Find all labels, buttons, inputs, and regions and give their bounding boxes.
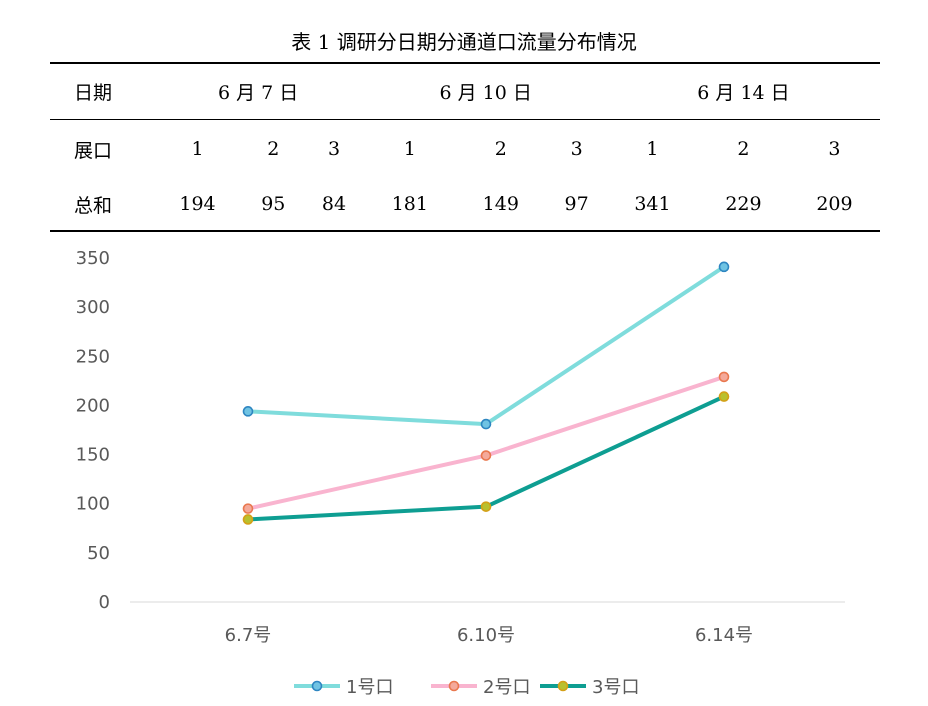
legend-label: 3号口 bbox=[592, 677, 639, 698]
date-cell: 6 月 10 日 bbox=[364, 62, 607, 120]
data-point-series-1 bbox=[718, 261, 730, 273]
y-tick-label: 100 bbox=[76, 494, 110, 515]
y-tick-label: 50 bbox=[87, 543, 110, 564]
port-cell: 3 bbox=[828, 138, 841, 160]
data-point-series-3 bbox=[718, 391, 730, 402]
x-tick-label: 6.7号 bbox=[225, 625, 272, 646]
sum-cell: 341 bbox=[606, 178, 698, 232]
date-label: 日期 bbox=[50, 62, 152, 120]
sum-cell: 209 bbox=[788, 178, 880, 232]
line-chart: 0 50 100 150 200 250 300 350 6.7号 6.10号 6.14号 1号口 2号… bbox=[76, 248, 845, 698]
date-row: 日期 6 月 7 日 6 月 10 日 6 月 14 日 bbox=[50, 62, 880, 120]
sum-cell: 229 bbox=[697, 178, 789, 232]
sum-cell: 95 bbox=[242, 178, 304, 232]
y-tick-label: 0 bbox=[99, 592, 110, 613]
legend-marker bbox=[557, 680, 569, 692]
date-cell: 6 月 7 日 bbox=[152, 62, 365, 120]
sum-cell: 194 bbox=[152, 178, 243, 232]
sum-cell: 84 bbox=[303, 178, 365, 232]
table-caption: 表 1 调研分日期分通道口流量分布情况 bbox=[291, 30, 637, 54]
data-point-series-2 bbox=[242, 503, 254, 514]
y-tick-label: 200 bbox=[76, 395, 110, 416]
port-cell: 1 bbox=[646, 138, 659, 160]
data-point-series-3 bbox=[242, 514, 254, 525]
data-point-series-1 bbox=[242, 406, 254, 417]
data-point-series-1 bbox=[480, 418, 492, 430]
flow-table: 日期 6 月 7 日 6 月 10 日 6 月 14 日 展口 1 2 3 1 … bbox=[50, 62, 880, 232]
x-tick-label: 6.14号 bbox=[695, 625, 753, 646]
port-cell: 2 bbox=[494, 138, 507, 160]
legend-marker bbox=[448, 680, 460, 692]
port-cell: 1 bbox=[191, 138, 204, 160]
sum-label: 总和 bbox=[50, 178, 152, 232]
port-cell: 3 bbox=[327, 138, 341, 160]
y-tick-label: 300 bbox=[76, 297, 110, 318]
port-cell: 2 bbox=[267, 138, 280, 160]
series-line-2 bbox=[247, 375, 725, 511]
port-cell: 3 bbox=[570, 138, 583, 160]
legend-label: 1号口 bbox=[346, 677, 393, 698]
date-cell: 6 月 14 日 bbox=[606, 62, 880, 120]
x-tick-label: 6.10号 bbox=[457, 625, 515, 646]
port-row: 展口 1 2 3 1 2 3 1 2 3 bbox=[50, 120, 880, 179]
y-tick-label: 350 bbox=[76, 248, 110, 269]
sum-cell: 149 bbox=[455, 178, 547, 232]
y-tick-label: 150 bbox=[76, 445, 110, 466]
port-label: 展口 bbox=[74, 139, 113, 162]
port-cell: 1 bbox=[403, 138, 416, 160]
data-point-series-2 bbox=[718, 371, 730, 383]
legend-label: 2号口 bbox=[483, 677, 530, 698]
sum-row: 总和 194 95 84 181 149 97 341 229 209 bbox=[50, 178, 880, 232]
data-point-series-3 bbox=[480, 501, 492, 512]
port-cell: 2 bbox=[737, 138, 750, 160]
sum-cell: 181 bbox=[364, 178, 456, 232]
sum-cell: 97 bbox=[546, 178, 607, 232]
data-point-series-2 bbox=[480, 450, 492, 461]
y-tick-label: 250 bbox=[76, 346, 110, 367]
legend-marker bbox=[311, 680, 323, 692]
